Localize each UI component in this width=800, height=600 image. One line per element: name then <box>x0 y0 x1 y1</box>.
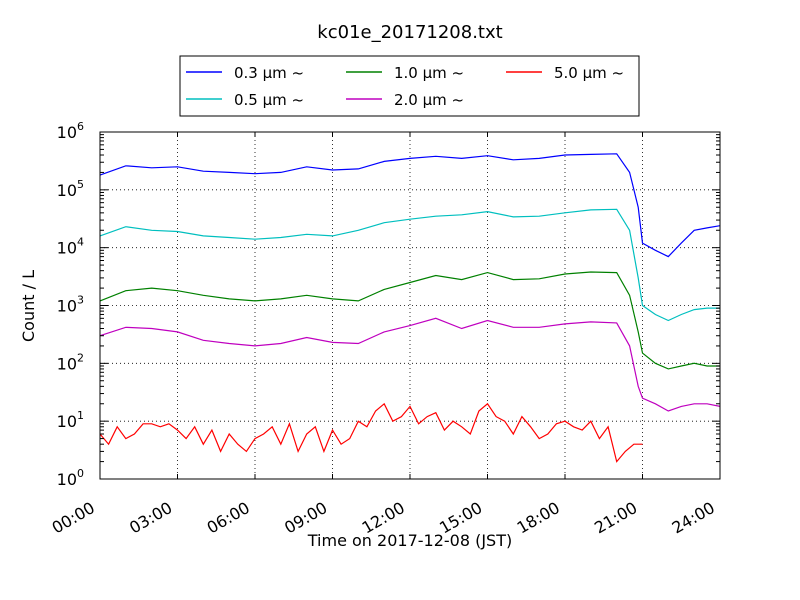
legend-label: 5.0 μm ~ <box>554 64 624 82</box>
series-layer <box>99 153 721 463</box>
x-axis-label: Time on 2017-12-08 (JST) <box>307 531 512 550</box>
series-line-1 <box>99 208 720 322</box>
legend-label: 1.0 μm ~ <box>394 64 464 82</box>
x-tick-label: 03:00 <box>126 498 175 538</box>
series-line-3 <box>99 317 721 412</box>
y-tick-label: 102 <box>57 351 84 373</box>
series-line-0 <box>99 153 721 258</box>
legend-box <box>179 55 640 117</box>
chart-title: kc01e_20171208.txt <box>317 22 502 43</box>
y-axis-label: Count / L <box>19 270 38 342</box>
x-tick-label: 18:00 <box>514 498 563 538</box>
grid <box>100 132 720 479</box>
legend-label: 0.3 μm ~ <box>234 64 304 82</box>
y-tick-label: 104 <box>57 236 84 258</box>
y-tick-label: 105 <box>57 178 84 200</box>
series-line-2 <box>99 271 720 370</box>
x-tick-label: 06:00 <box>204 498 253 538</box>
x-tick-label: 24:00 <box>669 498 718 538</box>
legend: 0.3 μm ~ 0.5 μm ~ 1.0 μm ~ 2.0 μm ~ 5.0 μm ~ <box>179 55 640 117</box>
x-tick-label: 00:00 <box>49 498 98 538</box>
y-tick-label: 106 <box>57 120 84 142</box>
legend-label: 0.5 μm ~ <box>234 91 304 109</box>
series-line-4 <box>99 402 643 463</box>
y-tick-label: 100 <box>57 467 84 489</box>
y-tick-label: 103 <box>57 294 84 316</box>
legend-label: 2.0 μm ~ <box>394 91 464 109</box>
x-tick-label: 21:00 <box>591 498 640 538</box>
y-tick-label: 101 <box>57 409 84 431</box>
